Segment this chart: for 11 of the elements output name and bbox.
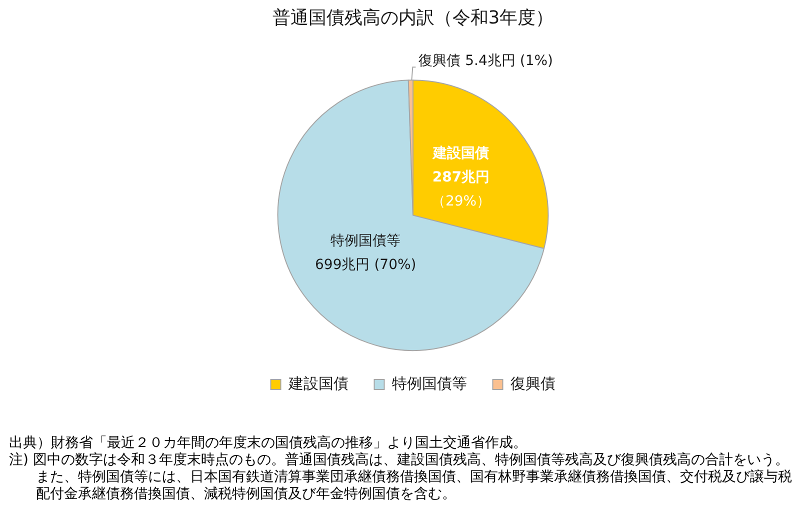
legend-label: 特例国債等 (392, 374, 467, 392)
legend-label: 建設国債 (287, 374, 348, 392)
category-label: 復興債 5.4兆円 (1%) (418, 52, 553, 69)
data-label: 287兆円（29%） (431, 170, 491, 210)
data-label: 699兆円 (70%) (315, 257, 416, 274)
text: 注) 図中の数字は令和３年度末時点のもの。普通国債残高は、建設国債残高、特例国債等残高及び復興債残高の合計をいう。また、特例国債等には、日本国有鉄道清算事業団承継債務借換国債、国有林野事業承継債務借換国債、交付税及び譲与税配付金承継債務借換国債、減税特例国債及び年金特例国債を含む。 (9, 452, 793, 503)
slice-label: 建設国債 (432, 146, 490, 162)
source-note: 出典）財務省「最近２０カ年間の年度末の国債残高の推移」より国土交通省作成。 (9, 435, 528, 452)
slice-label: 特例国債等 (330, 233, 401, 250)
chart-title: 普通国債残高の内訳（令和3年度） (272, 7, 554, 28)
legend-label: 復興債 (510, 374, 556, 392)
